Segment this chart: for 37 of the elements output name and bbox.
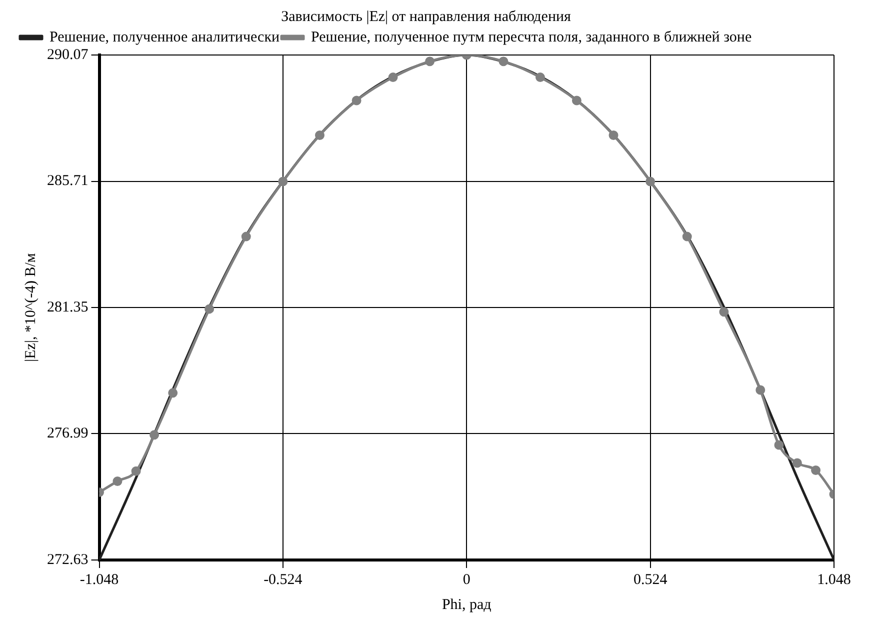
point	[204, 304, 214, 314]
legend-label: Решение, полученное аналитически	[50, 29, 280, 46]
point	[682, 232, 692, 242]
y-tick-label: 290.07	[47, 46, 89, 63]
y-tick-label: 272.63	[47, 552, 88, 568]
point	[719, 307, 729, 317]
y-tick-label: 281.35	[47, 299, 88, 316]
point	[150, 430, 160, 440]
point	[811, 465, 821, 475]
x-tick-label: -1.048	[80, 572, 119, 588]
point	[774, 440, 784, 450]
x-axis-title: Phi, рад	[442, 596, 492, 613]
point	[535, 72, 545, 82]
point	[112, 476, 122, 486]
point	[756, 385, 766, 395]
point	[241, 232, 251, 242]
y-axis-title: |Ez|, *10^(-4) В/м	[22, 252, 39, 362]
point	[646, 176, 656, 186]
y-tick-label: 276.99	[47, 426, 88, 442]
point	[572, 96, 582, 106]
y-tick-label: 285.71	[47, 173, 88, 190]
point	[425, 56, 435, 66]
point	[314, 130, 324, 140]
point	[131, 466, 141, 476]
x-tick-label: 0	[462, 572, 470, 588]
point	[792, 458, 802, 468]
point	[498, 56, 508, 66]
point	[352, 96, 362, 106]
x-tick-label: -0.524	[264, 572, 303, 588]
point	[608, 130, 618, 140]
point	[388, 72, 398, 82]
x-tick-label: 0.524	[633, 572, 668, 588]
point	[278, 176, 288, 186]
legend-label: Решение, полученное путм пересчта поля, заданного в ближней зоне	[311, 29, 752, 46]
x-tick-label: 1.048	[817, 572, 851, 588]
point	[168, 388, 178, 398]
chart-title: Зависимость |Ez| от направления наблюдения	[281, 8, 572, 25]
